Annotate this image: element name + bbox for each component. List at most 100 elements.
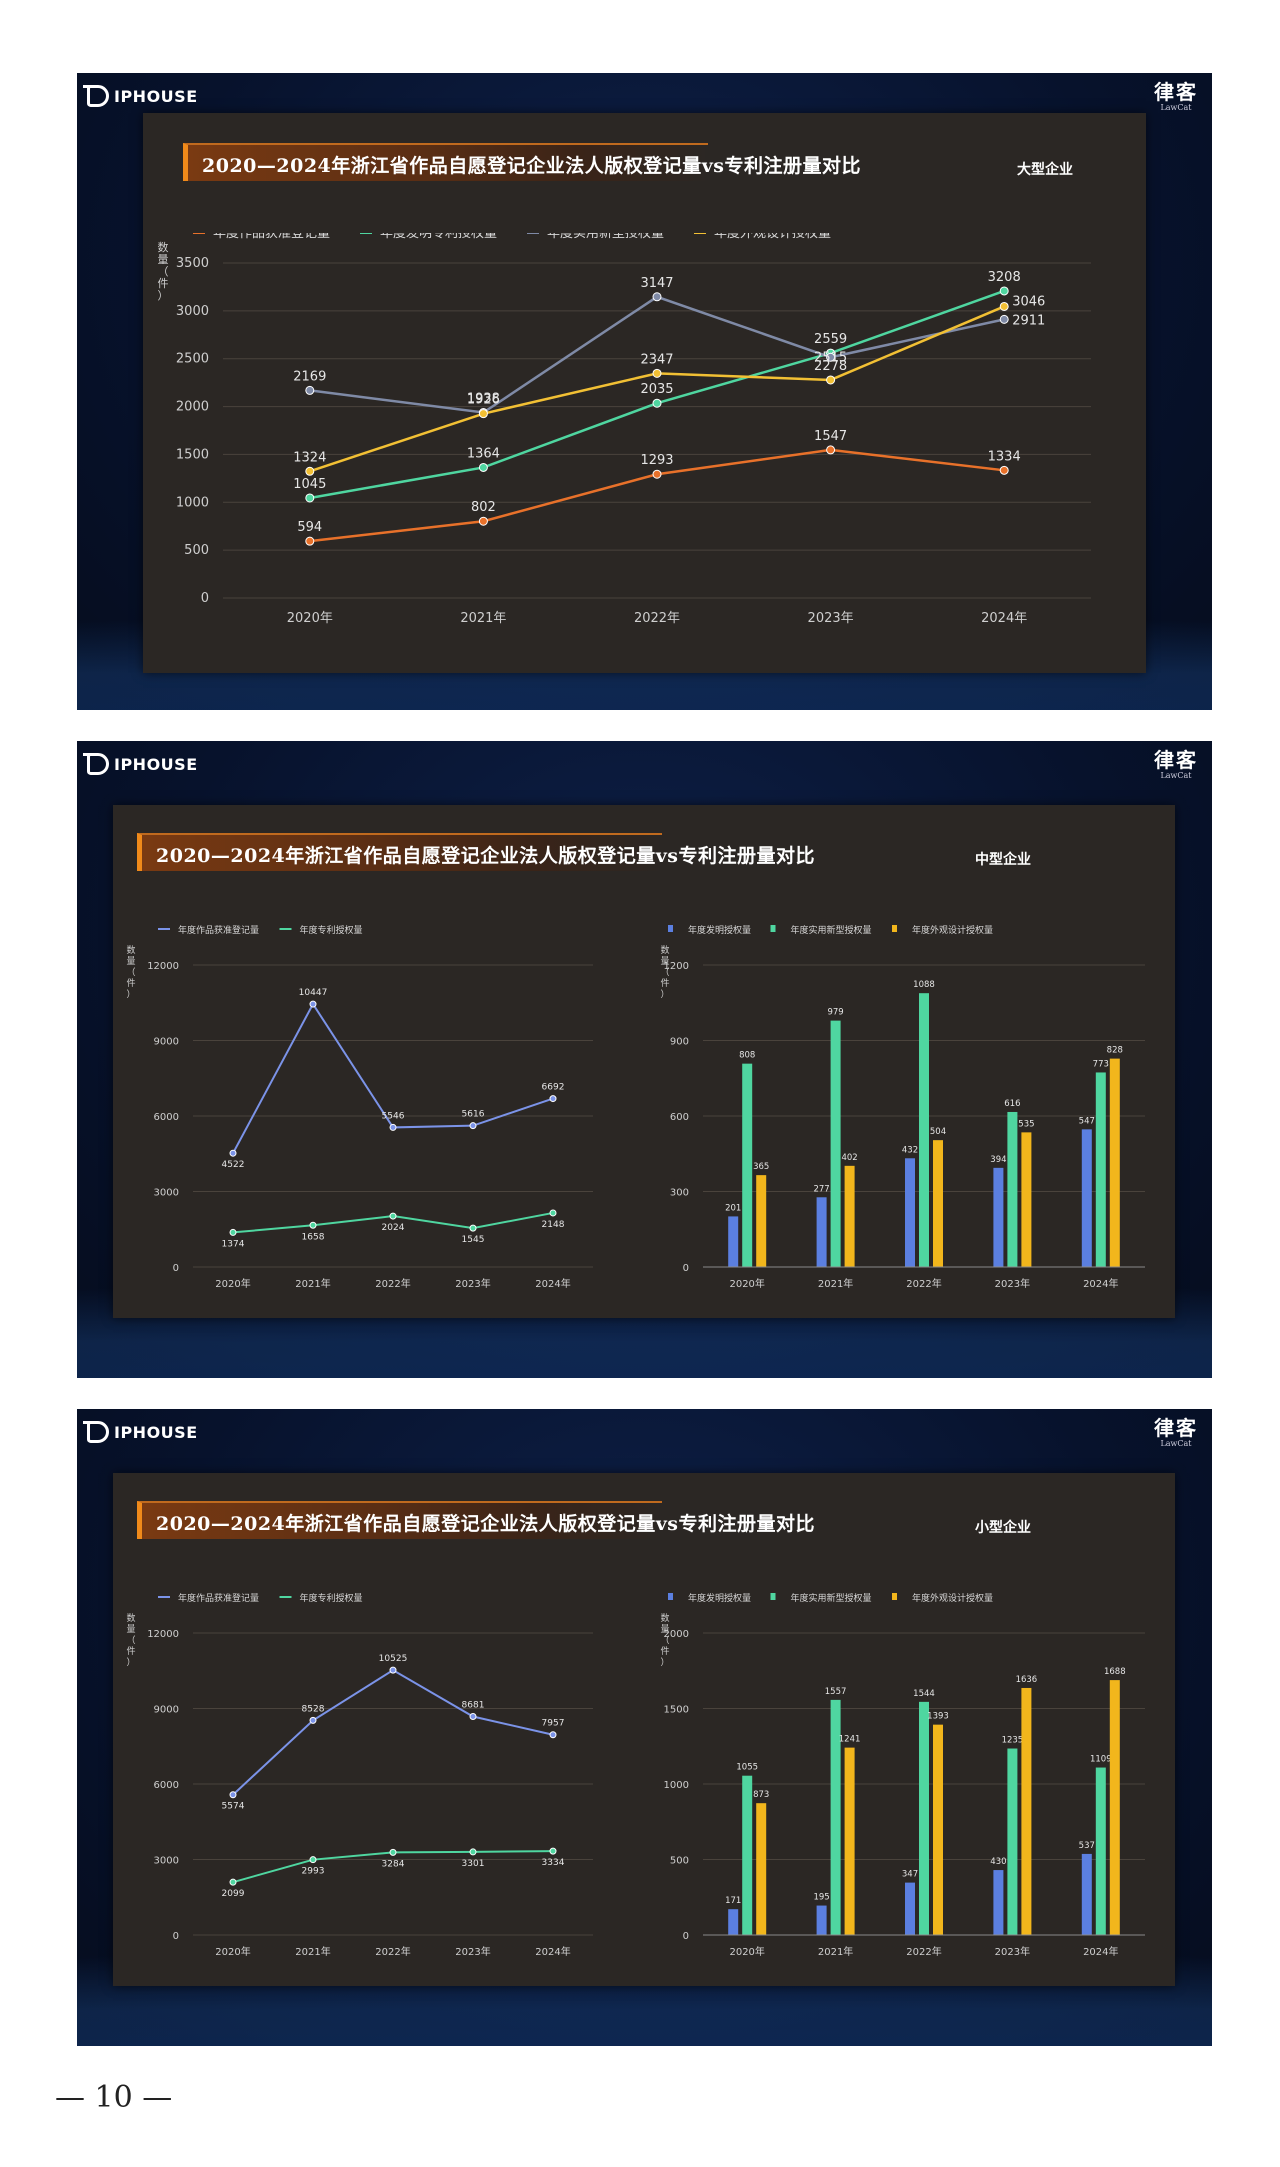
y-axis-label-char: 件 — [126, 1645, 135, 1657]
legend-label: 年度专利授权量 — [300, 924, 363, 936]
y-tick-label: 12000 — [147, 961, 179, 972]
data-point — [389, 1212, 397, 1220]
data-point — [305, 466, 315, 476]
series-1: 1045 1364 2035 2559 3208 — [293, 270, 1021, 503]
x-tick-label: 2024年 — [535, 1945, 570, 1958]
y-axis-label: 数量（件） — [660, 1612, 669, 1668]
y-tick-label: 0 — [201, 591, 209, 606]
bar — [993, 1870, 1004, 1935]
data-label: 1938 — [467, 392, 500, 407]
y-tick-label: 3000 — [154, 1856, 179, 1867]
series-2: 2169 1938 3147 2515 2911 — [293, 276, 1045, 418]
chart-panel: 2020—2024年浙江省作品自愿登记企业法人版权登记量vs专利注册量对比 小型… — [113, 1473, 1175, 1986]
y-axis-label-char: ） — [660, 1657, 669, 1668]
data-point — [549, 1095, 557, 1103]
data-label: 5574 — [222, 1802, 245, 1812]
y-tick-label: 3000 — [176, 304, 209, 319]
logo-text: IPHOUSE — [114, 754, 198, 774]
legend-swatch — [892, 925, 897, 932]
data-label: 808 — [739, 1051, 755, 1061]
series-3: 1324 1926 2347 2278 3046 — [293, 294, 1045, 476]
y-tick-label: 6000 — [154, 1780, 179, 1791]
data-label: 802 — [471, 500, 496, 515]
legend-item: 年度外观设计授权量 — [892, 1592, 993, 1604]
data-label: 1374 — [222, 1239, 245, 1249]
data-point — [305, 536, 315, 546]
data-label: 1544 — [913, 1689, 935, 1699]
legend-item: 年度发明授权量 — [668, 924, 751, 936]
series-2: 365 402 504 535 828 — [753, 1046, 1123, 1267]
slide-large: IPHOUSE 律客 LawCat 2020—2024年浙江省作品自愿登记企业法… — [77, 73, 1212, 710]
legend-label: 年度作品获准登记量 — [178, 1592, 259, 1604]
bar — [1109, 1680, 1120, 1935]
bar — [1021, 1132, 1032, 1267]
x-tick-label: 2021年 — [818, 1277, 853, 1290]
data-label: 1393 — [927, 1712, 949, 1722]
data-label: 1658 — [302, 1232, 325, 1242]
legend-label: 年度外观设计授权量 — [912, 1592, 993, 1604]
data-point — [229, 1228, 237, 1236]
y-tick-label: 500 — [670, 1856, 689, 1867]
data-label: 3208 — [988, 270, 1021, 285]
y-tick-label: 2500 — [176, 352, 209, 367]
y-tick-label: 1200 — [664, 961, 689, 972]
x-tick-label: 2022年 — [634, 611, 680, 626]
y-tick-label: 12000 — [147, 1629, 179, 1640]
y-axis-label-char: （ — [660, 967, 669, 978]
x-tick-label: 2020年 — [287, 611, 333, 626]
series-line — [232, 1668, 554, 1796]
data-label: 365 — [753, 1162, 769, 1172]
legend-item: 年度外观设计授权量 — [892, 924, 993, 936]
y-axis-label-char: 件 — [660, 1645, 669, 1657]
x-tick-label: 2020年 — [729, 1277, 764, 1290]
legend-item: 年度外观设计授权量 — [694, 233, 831, 241]
x-tick-label: 2023年 — [995, 1945, 1030, 1958]
legend-item: 年度专利授权量 — [279, 1592, 363, 1604]
data-label: 2515 — [814, 350, 847, 365]
chart-large-line: 年度作品获准登记量 年度发明专利授权量 年度实用新型授权量 年度外观设计授权量 0 500… — [158, 233, 1091, 626]
y-axis-label-char: 数 — [660, 944, 669, 956]
data-point — [549, 1731, 557, 1739]
y-axis-label: 数量（件） — [126, 1612, 135, 1668]
lawcat-brand: 律客 LawCat — [1154, 81, 1198, 113]
data-label: 402 — [841, 1153, 857, 1163]
x-tick-label: 2022年 — [906, 1277, 941, 1290]
data-label: 1334 — [988, 449, 1021, 464]
y-tick-label: 300 — [670, 1188, 689, 1199]
data-label: 1235 — [1002, 1736, 1024, 1746]
data-label: 2278 — [814, 359, 847, 374]
data-point — [652, 398, 662, 408]
legend-label: 年度实用新型授权量 — [547, 233, 664, 241]
y-axis-label-char: 量 — [126, 956, 135, 967]
data-label: 5546 — [382, 1111, 405, 1121]
y-axis-label-char: （ — [660, 1635, 669, 1646]
y-axis-label-char: 数 — [660, 1612, 669, 1624]
x-tick-label: 2021年 — [460, 611, 506, 626]
series-0: 594 802 1293 1547 1334 — [297, 429, 1021, 546]
y-axis-label-char: 件 — [660, 977, 669, 989]
lawcat-brand: 律客 LawCat — [1154, 1417, 1198, 1449]
data-label: 6692 — [542, 1083, 565, 1093]
y-tick-label: 500 — [184, 543, 209, 558]
data-label: 10447 — [299, 988, 328, 998]
series-1: 2099 2993 3284 3301 3334 — [222, 1847, 565, 1899]
enterprise-size-tag: 大型企业 — [1017, 162, 1073, 178]
data-label: 195 — [813, 1893, 829, 1903]
legend-label: 年度实用新型授权量 — [791, 924, 872, 936]
data-label: 537 — [1079, 1841, 1095, 1851]
legend-swatch — [892, 1593, 897, 1600]
y-axis-label-char: （ — [126, 967, 135, 978]
legend-label: 年度外观设计授权量 — [912, 924, 993, 936]
data-label: 1364 — [467, 446, 500, 461]
x-tick-label: 2020年 — [215, 1945, 250, 1958]
y-tick-label: 3000 — [154, 1188, 179, 1199]
y-tick-label: 900 — [670, 1037, 689, 1048]
data-point — [469, 1713, 477, 1721]
bar — [993, 1167, 1004, 1267]
iphouse-logo: IPHOUSE — [83, 751, 198, 777]
brand-en: LawCat — [1160, 771, 1192, 780]
x-tick-label: 2024年 — [535, 1277, 570, 1290]
series-1: 808 979 1088 616 773 — [739, 980, 1109, 1267]
bar — [742, 1775, 753, 1935]
data-point — [478, 409, 488, 419]
